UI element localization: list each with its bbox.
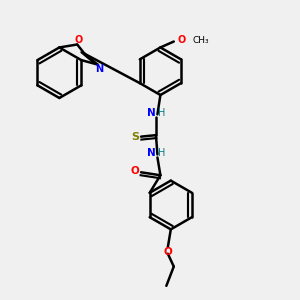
Text: O: O bbox=[177, 35, 185, 45]
Text: N: N bbox=[147, 148, 156, 158]
Text: S: S bbox=[131, 132, 139, 142]
Text: N: N bbox=[147, 108, 156, 118]
Text: O: O bbox=[164, 247, 172, 256]
Text: H: H bbox=[158, 148, 166, 158]
Text: H: H bbox=[158, 108, 166, 118]
Text: CH₃: CH₃ bbox=[192, 35, 209, 44]
Text: O: O bbox=[74, 35, 83, 45]
Text: O: O bbox=[131, 166, 140, 176]
Text: N: N bbox=[95, 64, 103, 74]
